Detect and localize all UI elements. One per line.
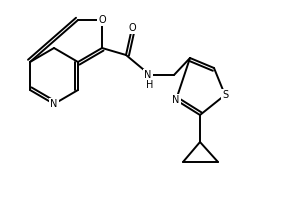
Text: N: N (144, 70, 152, 80)
Text: O: O (128, 23, 136, 33)
Text: N: N (172, 95, 180, 105)
Text: H: H (146, 80, 154, 90)
Text: S: S (222, 90, 228, 100)
Text: N: N (50, 99, 58, 109)
Text: O: O (98, 15, 106, 25)
